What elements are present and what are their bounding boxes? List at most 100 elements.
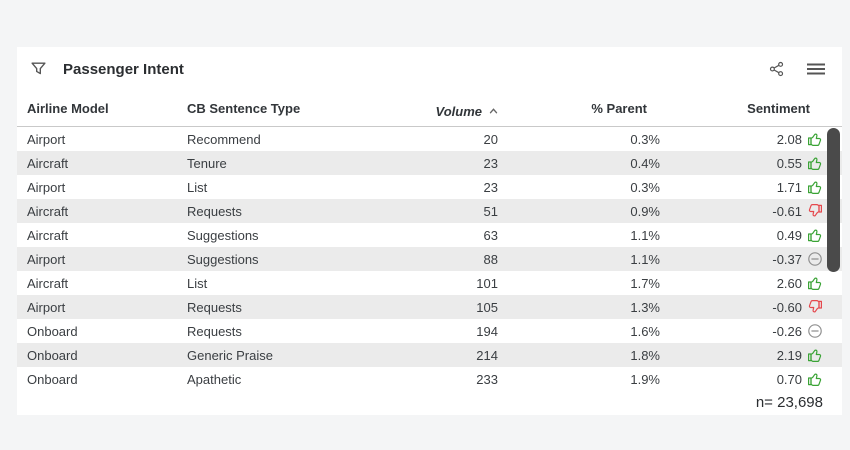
cell-volume: 51 (483, 203, 498, 219)
sentiment-score: 0.55 (776, 155, 802, 171)
vertical-scrollbar-thumb[interactable] (827, 128, 840, 272)
cell-airline-model: Airport (27, 299, 66, 315)
cell-volume: 194 (476, 323, 498, 339)
cell-pct-parent: 1.7% (630, 275, 660, 291)
sentiment-score: 0.49 (776, 227, 802, 243)
cell-pct-parent: 1.3% (630, 299, 660, 315)
sentiment-score: -0.61 (772, 203, 802, 219)
cell-airline-model: Onboard (27, 347, 78, 363)
table-row[interactable]: Onboard Generic Praise 214 1.8% 2.19 (17, 343, 842, 367)
cell-sentiment: -0.61 (660, 203, 823, 219)
cell-volume: 20 (483, 131, 498, 147)
table-row[interactable]: Airport List 23 0.3% 1.71 (17, 175, 842, 199)
cell-cb-sentence-type: Generic Praise (187, 347, 273, 363)
widget-actions (769, 61, 829, 77)
column-header-sentiment[interactable]: Sentiment (747, 101, 810, 116)
cell-volume: 233 (476, 371, 498, 387)
table-row[interactable]: Onboard Requests 194 1.6% -0.26 (17, 319, 842, 343)
table-header-row: Airline Model CB Sentence Type Volume % … (17, 91, 842, 127)
widget-header: Passenger Intent (17, 47, 842, 91)
table-row[interactable]: Airport Requests 105 1.3% -0.60 (17, 295, 842, 319)
cell-sentiment: -0.60 (660, 299, 823, 315)
cell-volume: 88 (483, 251, 498, 267)
cell-cb-sentence-type: Suggestions (187, 227, 259, 243)
cell-airline-model: Airport (27, 179, 66, 195)
cell-pct-parent: 1.1% (630, 227, 660, 243)
cell-cb-sentence-type: Requests (187, 323, 242, 339)
cell-cb-sentence-type: Recommend (187, 131, 261, 147)
cell-pct-parent: 0.9% (630, 203, 660, 219)
share-network-icon[interactable] (769, 61, 785, 77)
widget-title: Passenger Intent (63, 60, 184, 78)
neutral-sentiment-icon (807, 323, 823, 339)
cell-pct-parent: 0.3% (630, 179, 660, 195)
cell-pct-parent: 0.3% (630, 131, 660, 147)
column-header-volume[interactable]: Volume (427, 104, 498, 119)
filter-funnel-icon[interactable] (30, 61, 47, 77)
sentiment-score: -0.60 (772, 299, 802, 315)
cell-airline-model: Aircraft (27, 275, 69, 291)
thumbs-up-icon (807, 131, 823, 147)
cell-cb-sentence-type: Apathetic (187, 371, 242, 387)
table-footer: n= 23,698 (17, 391, 842, 414)
cell-sentiment: -0.26 (660, 323, 823, 339)
cell-pct-parent: 1.8% (630, 347, 660, 363)
cell-sentiment: 2.08 (660, 131, 823, 147)
sentiment-score: -0.26 (772, 323, 802, 339)
cell-cb-sentence-type: Requests (187, 299, 242, 315)
cell-sentiment: 0.55 (660, 155, 823, 171)
table-row[interactable]: Aircraft Requests 51 0.9% -0.61 (17, 199, 842, 223)
table-row[interactable]: Airport Recommend 20 0.3% 2.08 (17, 127, 842, 151)
cell-cb-sentence-type: List (187, 275, 208, 291)
sentiment-score: -0.37 (772, 251, 802, 267)
sentiment-score: 0.70 (776, 371, 802, 387)
column-header-cb-sentence-type[interactable]: CB Sentence Type (187, 101, 301, 116)
cell-sentiment: 0.49 (660, 227, 823, 243)
column-header-pct-parent[interactable]: % Parent (591, 101, 647, 116)
thumbs-up-icon (807, 275, 823, 291)
passenger-intent-widget: Passenger Intent Airline Mo (17, 47, 842, 415)
cell-cb-sentence-type: Suggestions (187, 251, 259, 267)
table-body: Airport Recommend 20 0.3% 2.08 (17, 127, 842, 391)
cell-cb-sentence-type: List (187, 179, 208, 195)
cell-pct-parent: 1.6% (630, 323, 660, 339)
thumbs-up-icon (807, 347, 823, 363)
cell-sentiment: 2.19 (660, 347, 823, 363)
cell-sentiment: 1.71 (660, 179, 823, 195)
cell-pct-parent: 1.9% (630, 371, 660, 387)
table-row[interactable]: Aircraft Suggestions 63 1.1% 0.49 (17, 223, 842, 247)
thumbs-down-icon (807, 299, 823, 315)
thumbs-up-icon (807, 155, 823, 171)
cell-volume: 63 (483, 227, 498, 243)
cell-pct-parent: 0.4% (630, 155, 660, 171)
cell-airline-model: Airport (27, 131, 66, 147)
cell-airline-model: Airport (27, 251, 66, 267)
cell-airline-model: Aircraft (27, 227, 69, 243)
neutral-sentiment-icon (807, 251, 823, 267)
table-row[interactable]: Aircraft Tenure 23 0.4% 0.55 (17, 151, 842, 175)
table-row[interactable]: Onboard Apathetic 233 1.9% 0.70 (17, 367, 842, 391)
cell-sentiment: -0.37 (660, 251, 823, 267)
cell-airline-model: Aircraft (27, 203, 69, 219)
cell-volume: 105 (476, 299, 498, 315)
thumbs-up-icon (807, 179, 823, 195)
column-header-airline-model[interactable]: Airline Model (27, 101, 109, 116)
sentiment-score: 2.60 (776, 275, 802, 291)
cell-airline-model: Aircraft (27, 155, 69, 171)
column-header-volume-label: Volume (435, 104, 482, 119)
cell-volume: 23 (483, 155, 498, 171)
cell-volume: 101 (476, 275, 498, 291)
table-row[interactable]: Airport Suggestions 88 1.1% -0.37 (17, 247, 842, 271)
cell-pct-parent: 1.1% (630, 251, 660, 267)
cell-airline-model: Onboard (27, 371, 78, 387)
thumbs-up-icon (807, 371, 823, 387)
cell-sentiment: 0.70 (660, 371, 823, 387)
table-row[interactable]: Aircraft List 101 1.7% 2.60 (17, 271, 842, 295)
cell-sentiment: 2.60 (660, 275, 823, 291)
thumbs-down-icon (807, 203, 823, 219)
thumbs-up-icon (807, 227, 823, 243)
total-count: n= 23,698 (755, 394, 823, 411)
cell-airline-model: Onboard (27, 323, 78, 339)
sentiment-score: 1.71 (776, 179, 802, 195)
hamburger-menu-icon[interactable] (807, 62, 825, 76)
